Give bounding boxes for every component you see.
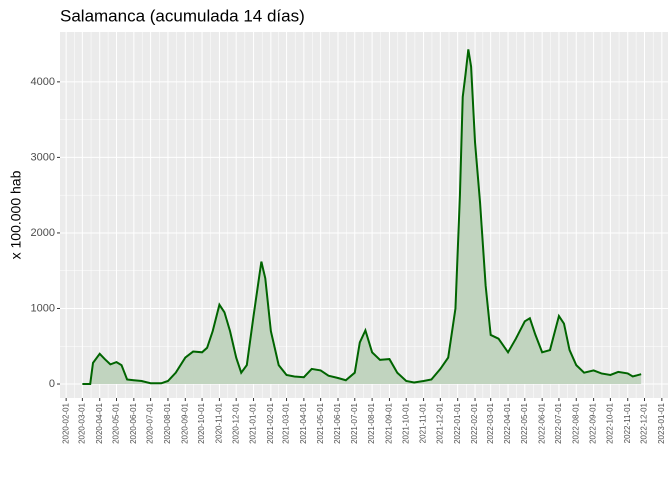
x-tick-label: 2021-03-01 [282,402,291,443]
y-axis-title: x 100.000 hab [8,170,24,259]
x-tick-label: 2021-12-01 [435,402,444,443]
x-tick-label: 2021-09-01 [385,402,394,443]
x-tick-label: 2021-11-01 [419,402,428,443]
x-tick-label: 2022-07-01 [554,402,563,443]
x-tick-label: 2022-03-01 [486,402,495,443]
x-tick-label: 2022-06-01 [537,402,546,443]
x-tick-label: 2021-05-01 [316,402,325,443]
x-tick-label: 2022-08-01 [571,402,580,443]
x-tick-label: 2020-12-01 [231,402,240,443]
x-tick-label: 2022-04-01 [503,402,512,443]
x-tick-label: 2021-06-01 [333,402,342,443]
x-tick-label: 2021-04-01 [299,402,308,443]
x-tick-label: 2020-03-01 [77,402,86,443]
x-tick-label: 2022-12-01 [640,402,649,443]
x-tick-label: 2022-09-01 [589,402,598,443]
x-tick-label: 2020-09-01 [180,402,189,443]
y-tick-label: 1000 [31,302,55,314]
x-tick-label: 2020-02-01 [61,402,70,443]
x-tick-label: 2020-08-01 [163,402,172,443]
x-tick-label: 2021-08-01 [367,402,376,443]
x-tick-label: 2021-02-01 [266,402,275,443]
x-tick-label: 2020-06-01 [129,402,138,443]
x-tick-label: 2020-05-01 [112,402,121,443]
x-tick-label: 2023-01-01 [657,402,666,443]
line [82,49,642,386]
x-tick-label: 2022-10-01 [605,402,614,443]
x-tick-label: 2022-01-01 [453,402,462,443]
x-tick-label: 2022-05-01 [520,402,529,443]
x-tick-label: 2020-11-01 [215,402,224,443]
x-tick-label: 2022-11-01 [623,402,632,443]
y-tick-label: 0 [49,378,55,390]
y-tick-label: 3000 [31,151,55,163]
x-tick-label: 2021-01-01 [249,402,258,443]
x-tick-label: 2020-07-01 [146,402,155,443]
y-tick-label: 4000 [31,76,55,88]
x-tick-label: 2020-10-01 [197,402,206,443]
chart-title: Salamanca (acumulada 14 días) [60,6,305,25]
x-tick-label: 2022-02-01 [470,402,479,443]
x-tick-label: 2021-10-01 [401,402,410,443]
x-tick-label: 2021-07-01 [350,402,359,443]
x-tick-label: 2020-04-01 [95,402,104,443]
y-tick-label: 2000 [31,227,55,239]
